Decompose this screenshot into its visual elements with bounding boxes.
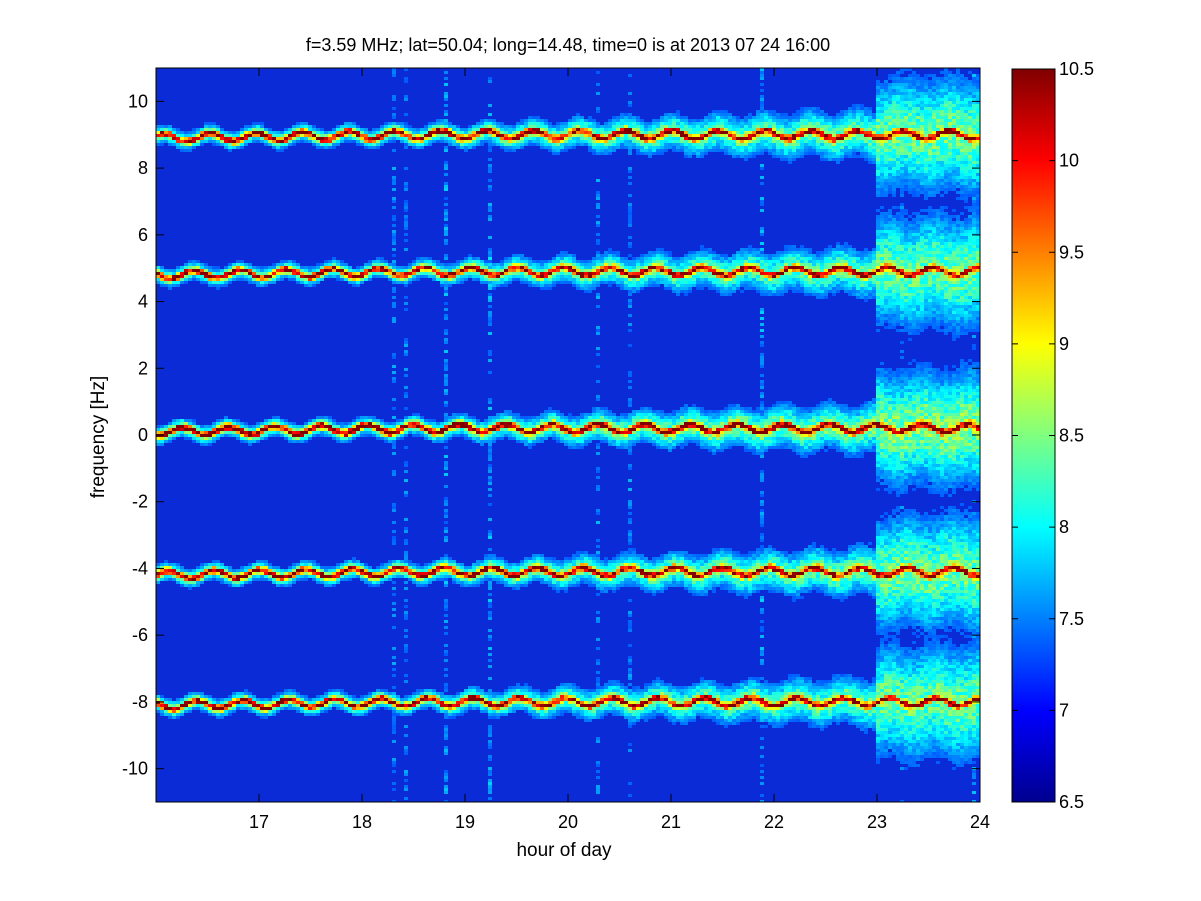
colorbar-tick-label: 10.5 (1059, 59, 1094, 79)
colorbar: 6.5 7 7.5 8 8.5 9 9.5 10 10.5 (1011, 59, 1094, 812)
colorbar-tick-label: 9 (1059, 334, 1069, 354)
y-tick-label: 4 (138, 292, 148, 312)
y-tick-label: 6 (138, 225, 148, 245)
y-tick-label: -10 (122, 759, 148, 779)
colorbar-ticks: 6.5 7 7.5 8 8.5 9 9.5 10 10.5 (1012, 59, 1094, 812)
x-axis-title: hour of day (516, 840, 612, 861)
x-tick-label: 24 (970, 812, 990, 832)
colorbar-tick-label: 8.5 (1059, 426, 1084, 446)
colorbar-tick-label: 8 (1059, 517, 1069, 537)
chart-title: f=3.59 MHz; lat=50.04; long=14.48, time=… (306, 35, 830, 55)
colorbar-tick-label: 10 (1059, 151, 1079, 171)
colorbar-tick-label: 7.5 (1059, 609, 1084, 629)
y-tick-label: 10 (128, 91, 148, 111)
y-tick-label: 2 (138, 358, 148, 378)
x-tick-label: 22 (764, 812, 784, 832)
colorbar-tick-label: 7 (1059, 700, 1069, 720)
heatmap-cells (156, 68, 980, 802)
y-tick-label: -8 (132, 692, 148, 712)
x-tick-label: 19 (455, 812, 475, 832)
x-tick-label: 17 (249, 812, 269, 832)
x-axis: 17 18 19 20 21 22 23 24 (249, 68, 990, 832)
heatmap-area (156, 68, 980, 802)
x-tick-label: 20 (558, 812, 578, 832)
y-tick-label: -2 (132, 492, 148, 512)
y-tick-label: -4 (132, 558, 148, 578)
y-tick-label: 0 (138, 425, 148, 445)
x-tick-label: 21 (661, 812, 681, 832)
x-tick-label: 23 (867, 812, 887, 832)
x-tick-label: 18 (352, 812, 372, 832)
colorbar-tick-label: 9.5 (1059, 242, 1084, 262)
colorbar-tick-label: 6.5 (1059, 792, 1084, 812)
y-axis-title: frequency [Hz] (88, 376, 109, 499)
y-tick-label: 8 (138, 158, 148, 178)
colorbar-gradient (1011, 68, 1056, 803)
y-axis: -10 -8 -6 -4 -2 0 2 4 6 8 10 (122, 91, 980, 779)
y-tick-label: -6 (132, 625, 148, 645)
